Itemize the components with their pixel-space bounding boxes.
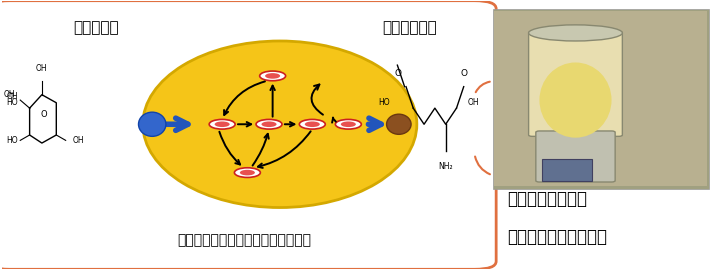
FancyArrowPatch shape xyxy=(258,131,311,168)
FancyArrowPatch shape xyxy=(475,157,490,174)
FancyBboxPatch shape xyxy=(529,32,623,136)
Text: グルコース: グルコース xyxy=(73,20,119,35)
Text: OH: OH xyxy=(467,98,479,107)
Ellipse shape xyxy=(143,41,417,208)
Text: HO: HO xyxy=(7,98,18,107)
Circle shape xyxy=(261,122,277,127)
Text: OH: OH xyxy=(7,92,18,100)
Ellipse shape xyxy=(529,25,623,41)
Circle shape xyxy=(305,122,320,127)
FancyArrowPatch shape xyxy=(219,132,240,164)
FancyBboxPatch shape xyxy=(494,11,707,186)
FancyArrowPatch shape xyxy=(311,85,323,115)
Circle shape xyxy=(240,170,255,176)
FancyArrowPatch shape xyxy=(165,118,188,130)
Text: OH: OH xyxy=(36,64,48,73)
Circle shape xyxy=(335,119,361,129)
FancyBboxPatch shape xyxy=(492,9,709,189)
FancyArrowPatch shape xyxy=(224,82,265,115)
FancyArrowPatch shape xyxy=(285,122,295,126)
Text: OH: OH xyxy=(4,90,15,99)
Ellipse shape xyxy=(138,112,166,136)
FancyArrowPatch shape xyxy=(270,86,275,117)
FancyBboxPatch shape xyxy=(542,159,592,181)
Circle shape xyxy=(214,122,230,127)
Text: O: O xyxy=(40,110,46,119)
Text: グルタミン酸生産菌：コリネ型細菌: グルタミン酸生産菌：コリネ型細菌 xyxy=(177,233,311,247)
Text: O: O xyxy=(460,69,467,78)
Text: 発酵槽試験による: 発酵槽試験による xyxy=(507,190,587,208)
Circle shape xyxy=(235,168,261,177)
Text: NH₂: NH₂ xyxy=(438,162,453,171)
Circle shape xyxy=(299,119,325,129)
FancyBboxPatch shape xyxy=(0,1,496,269)
Circle shape xyxy=(209,119,235,129)
FancyArrowPatch shape xyxy=(253,134,269,166)
Ellipse shape xyxy=(387,114,411,134)
FancyArrowPatch shape xyxy=(369,118,381,130)
Circle shape xyxy=(341,122,356,127)
FancyArrowPatch shape xyxy=(476,82,490,92)
Circle shape xyxy=(265,73,280,79)
FancyBboxPatch shape xyxy=(536,131,615,182)
Text: グルタミン酸生産試験: グルタミン酸生産試験 xyxy=(507,228,607,246)
Text: グルタミン酸: グルタミン酸 xyxy=(382,20,437,35)
Text: HO: HO xyxy=(379,98,390,107)
Text: OH: OH xyxy=(73,136,85,145)
FancyArrowPatch shape xyxy=(332,117,336,123)
Text: HO: HO xyxy=(7,136,18,145)
Text: O: O xyxy=(395,69,402,78)
Circle shape xyxy=(256,119,282,129)
Circle shape xyxy=(260,71,285,81)
FancyArrowPatch shape xyxy=(238,122,251,126)
Ellipse shape xyxy=(539,62,612,138)
